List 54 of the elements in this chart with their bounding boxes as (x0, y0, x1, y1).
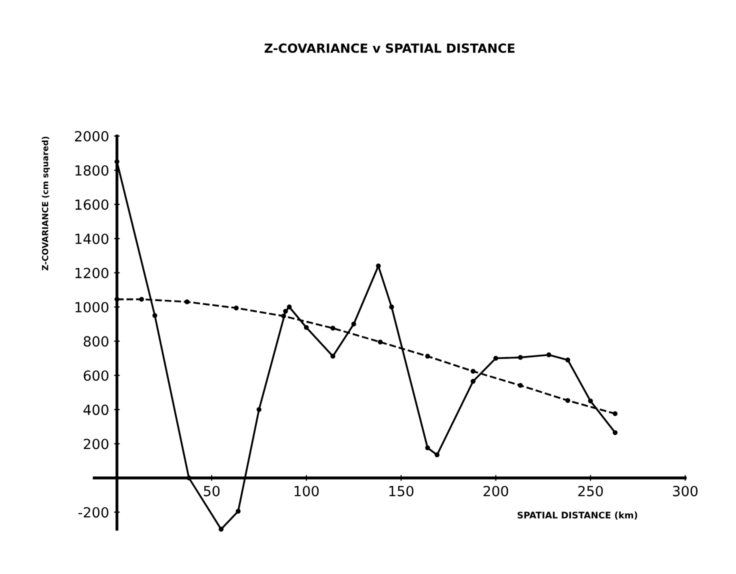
point (286, 304, 292, 310)
point (434, 452, 440, 458)
y-tick-label: 1200 (75, 268, 108, 278)
x-tick-label: 200 (484, 486, 508, 496)
x-axis-title: SPATIAL DISTANCE (km) (518, 512, 638, 520)
point (378, 340, 383, 344)
point (152, 313, 158, 318)
point (518, 383, 523, 388)
point (114, 159, 120, 164)
x-tick-label: 100 (294, 486, 319, 496)
point (304, 325, 309, 330)
point (470, 368, 476, 374)
point (425, 354, 430, 359)
point (330, 326, 336, 331)
y-tick-label: 2000 (74, 131, 108, 142)
point (256, 407, 262, 412)
y-tick-label: -200 (78, 507, 108, 518)
y-axis-title: Z-COVARIANCE (cm squared) (42, 136, 50, 270)
point (283, 308, 288, 314)
point (470, 378, 476, 384)
point (186, 476, 192, 480)
point (376, 264, 381, 268)
x-tick-label: 50 (204, 486, 220, 496)
point (351, 322, 356, 327)
chart-title: Z-COVARIANCE v SPATIAL DISTANCE (264, 43, 514, 53)
point (565, 358, 570, 362)
y-tick-label: 1600 (75, 199, 108, 210)
point (518, 354, 523, 360)
y-tick-label: 1000 (75, 302, 108, 312)
point (281, 314, 286, 318)
point (114, 296, 120, 302)
point (184, 299, 190, 304)
y-tick-label: 800 (84, 336, 108, 347)
point (139, 296, 144, 302)
y-tick-label: 200 (84, 438, 108, 450)
point (493, 356, 498, 361)
x-tick-label: 150 (389, 486, 414, 496)
point (612, 430, 618, 436)
point (236, 508, 241, 514)
point (389, 304, 394, 310)
point (588, 398, 593, 404)
point (425, 445, 430, 450)
y-tick-label: 400 (83, 404, 108, 416)
point (546, 352, 552, 358)
point (565, 398, 570, 403)
point (330, 354, 336, 359)
x-tick-label: 300 (673, 486, 698, 496)
y-tick-label: 1800 (75, 165, 108, 176)
x-tick-label: 250 (578, 486, 603, 496)
y-tick-label: 600 (84, 370, 108, 381)
point (612, 411, 618, 416)
point (234, 306, 239, 310)
point (218, 526, 224, 532)
y-tick-label: 1400 (75, 234, 108, 244)
